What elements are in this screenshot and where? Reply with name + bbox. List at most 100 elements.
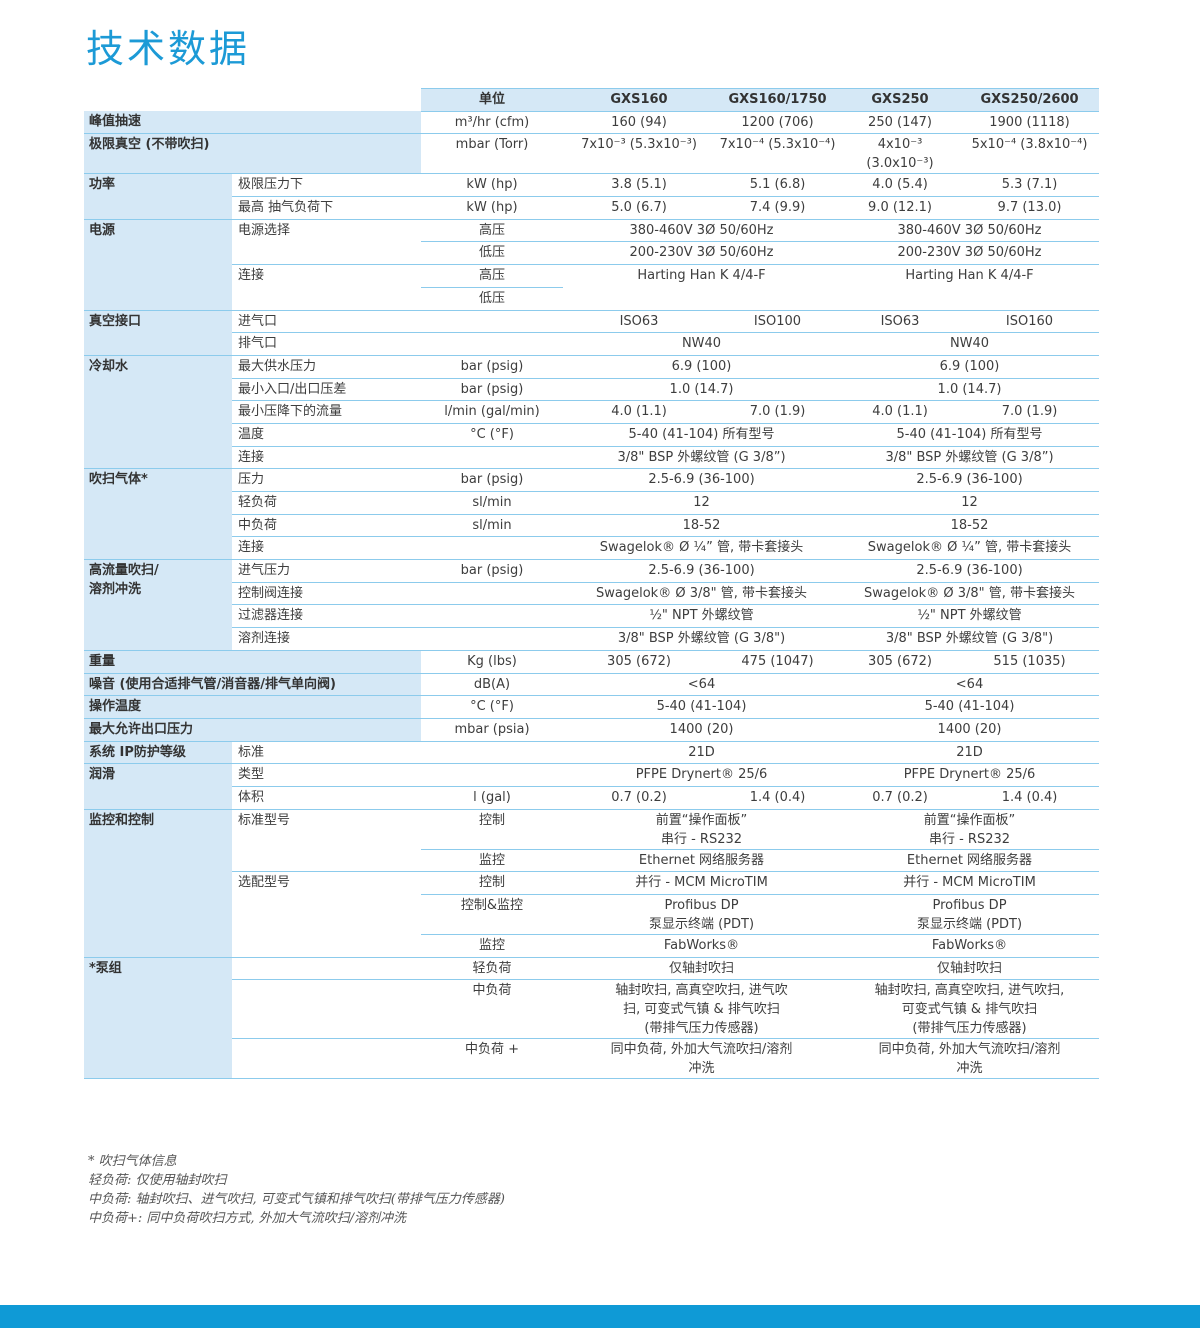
value-cell-model-family: 3/8" BSP 外螺纹管 (G 3/8”) — [563, 446, 840, 470]
table-row: 连接 高压 Harting Han K 4/4-F Harting Han K 4/4… — [84, 264, 1099, 311]
unit-cell: 中负荷 + — [421, 1038, 563, 1080]
value-cell-model-family: NW40 — [563, 332, 840, 356]
value-cell-model-family: 1400 (20) — [840, 718, 1099, 742]
footnote: 中负荷+: 同中负荷吹扫方式, 外加大气流吹扫/溶剂冲洗 — [88, 1211, 407, 1226]
unit-cell: 高压 — [421, 264, 563, 288]
value-cell-model-family: 6.9 (100) — [563, 355, 840, 379]
value-cell: 250 (147) — [840, 111, 960, 135]
table-row: 温度 °C (°F) 5-40 (41-104) 所有型号 5-40 (41-104)… — [84, 423, 1099, 447]
header-row: 单位 GXS160 GXS160/1750 GXS250 GXS250/2600 — [84, 88, 1099, 112]
value-cell: 5x10⁻⁴ (3.8x10⁻⁴) — [960, 133, 1099, 175]
value-cell-model-family: 2.5-6.9 (36-100) — [563, 468, 840, 492]
value-cell: 305 (672) — [563, 650, 715, 674]
sub-label: 轻负荷 — [232, 491, 421, 515]
value-cell-model-family: 1.0 (14.7) — [840, 378, 1099, 402]
table-row: 系统 IP防护等级 标准 21D 21D — [84, 741, 1099, 765]
sub-label — [232, 979, 421, 1040]
sub-label: 体积 — [232, 786, 421, 810]
unit-cell: l (gal) — [421, 786, 563, 810]
footnote: 轻负荷: 仅使用轴封吹扫 — [88, 1173, 227, 1188]
value-cell-model-family: Swagelok® Ø 3/8" 管, 带卡套接头 — [563, 582, 840, 606]
value-cell: 9.7 (13.0) — [960, 196, 1099, 220]
value-cell-model-family: 5-40 (41-104) — [563, 695, 840, 719]
category-label: 真空接口 — [84, 310, 232, 356]
value-cell-model-family: 3/8" BSP 外螺纹管 (G 3/8") — [840, 627, 1099, 651]
value-cell-model-family: Swagelok® Ø ¼” 管, 带卡套接头 — [563, 536, 840, 561]
unit-cell: bar (psig) — [421, 355, 563, 379]
footnotes: * 吹扫气体信息 轻负荷: 仅使用轴封吹扫 中负荷: 轴封吹扫、进气吹扫, 可变… — [88, 1152, 505, 1228]
unit-cell: bar (psig) — [421, 378, 563, 402]
table-row: 最大允许出口压力 mbar (psia) 1400 (20) 1400 (20) — [84, 718, 1099, 742]
sub-label: 过滤器连接 — [232, 604, 421, 629]
value-cell-model-family: 2.5-6.9 (36-100) — [840, 559, 1099, 583]
value-cell: 4.0 (5.4) — [840, 173, 960, 198]
unit-cell: sl/min — [421, 514, 563, 538]
row-label: 最大允许出口压力 — [84, 718, 421, 742]
value-cell-model-family: 21D — [563, 741, 840, 765]
table-row: 最小压降下的流量 l/min (gal/min) 4.0 (1.1) 7.0 (1.9… — [84, 400, 1099, 424]
sub-label: 温度 — [232, 423, 421, 447]
value-cell-model-family: 仅轴封吹扫 — [840, 957, 1099, 981]
category-label: 高流量吹扫/ 溶剂冲洗 — [84, 559, 232, 651]
sub-label: 类型 — [232, 763, 421, 787]
category-label: 吹扫气体* — [84, 468, 232, 561]
table-row: 轻负荷 sl/min 12 12 — [84, 491, 1099, 515]
value-cell: 4.0 (1.1) — [840, 400, 960, 424]
table-row: 中负荷 sl/min 18-52 18-52 — [84, 514, 1099, 538]
value-cell-model-family: Ethernet 网络服务器 — [840, 849, 1099, 873]
value-cell-model-family: 前置“操作面板” 串行 - RS232 — [840, 809, 1099, 850]
page-title: 技术数据 — [86, 27, 251, 71]
value-cell-model-family: 12 — [840, 491, 1099, 515]
technical-data-table: 单位 GXS160 GXS160/1750 GXS250 GXS250/2600… — [84, 88, 1099, 1080]
table-row: 过滤器连接 ½" NPT 外螺纹管 ½" NPT 外螺纹管 — [84, 604, 1099, 629]
value-cell: 7.0 (1.9) — [960, 400, 1099, 424]
sub-label: 标准 — [232, 741, 421, 765]
unit-cell: 控制 — [421, 809, 563, 850]
value-cell: 5.0 (6.7) — [563, 196, 715, 220]
unit-cell: 控制&监控 — [421, 894, 563, 935]
sub-label: 连接 — [232, 264, 421, 311]
value-cell-model-family: 5-40 (41-104) 所有型号 — [840, 423, 1099, 447]
value-cell-model-family: <64 — [563, 673, 840, 697]
sub-label: 选配型号 — [232, 871, 421, 958]
value-cell: 0.7 (0.2) — [563, 786, 715, 810]
value-cell-model-family: Swagelok® Ø ¼” 管, 带卡套接头 — [840, 536, 1099, 561]
value-cell: 9.0 (12.1) — [840, 196, 960, 220]
unit-cell: mbar (Torr) — [421, 133, 563, 175]
sub-label: 压力 — [232, 468, 421, 492]
row-label: 极限真空 (不带吹扫) — [84, 133, 421, 175]
sub-label: 电源选择 — [232, 219, 421, 266]
value-cell-model-family: 并行 - MCM MicroTIM — [840, 871, 1099, 895]
table-row: 中负荷 轴封吹扫, 高真空吹扫, 进气吹 扫, 可变式气镇 & 排气吹扫 (带排气… — [84, 979, 1099, 1040]
unit-cell: bar (psig) — [421, 559, 563, 583]
value-cell-model-family: NW40 — [840, 332, 1099, 356]
table-row: 控制&监控 Profibus DP 泵显示终端 (PDT) Profibus DP … — [84, 894, 1099, 935]
unit-cell — [421, 310, 563, 334]
row-label: 操作温度 — [84, 695, 421, 719]
sub-label: 极限压力下 — [232, 173, 421, 198]
value-cell-model-family: Ethernet 网络服务器 — [563, 849, 840, 873]
value-cell-model-family: 1.0 (14.7) — [563, 378, 840, 402]
value-cell: 3.8 (5.1) — [563, 173, 715, 198]
value-cell: ISO63 — [840, 310, 960, 334]
value-cell-model-family: FabWorks® — [563, 934, 840, 958]
table-row: 监控 FabWorks® FabWorks® — [84, 934, 1099, 958]
value-cell: 4x10⁻³ (3.0x10⁻³) — [840, 133, 960, 175]
value-cell-model-family: 380-460V 3Ø 50/60Hz — [840, 219, 1099, 243]
value-cell-model-family: 18-52 — [840, 514, 1099, 538]
category-label: 冷却水 — [84, 355, 232, 470]
header-model-gxs160-1750: GXS160/1750 — [715, 88, 840, 112]
category-label: 系统 IP防护等级 — [84, 741, 232, 765]
value-cell: 1.4 (0.4) — [715, 786, 840, 810]
table-row: 电源 电源选择 高压 380-460V 3Ø 50/60Hz 380-460V 3Ø 5… — [84, 219, 1099, 311]
unit-cell: 控制 — [421, 871, 563, 895]
sub-label: 中负荷 — [232, 514, 421, 538]
value-cell-model-family: 轴封吹扫, 高真空吹扫, 进气吹 扫, 可变式气镇 & 排气吹扫 (带排气压力传… — [563, 979, 840, 1040]
value-cell: 7x10⁻³ (5.3x10⁻³) — [563, 133, 715, 175]
table-row: 最小入口/出口压差 bar (psig) 1.0 (14.7) 1.0 (14.7) — [84, 378, 1099, 402]
value-cell: 7.4 (9.9) — [715, 196, 840, 220]
unit-cell: 监控 — [421, 849, 563, 873]
table-row: 体积 l (gal) 0.7 (0.2) 1.4 (0.4) 0.7 (0.2) 1.4 … — [84, 786, 1099, 810]
value-cell-model-family: 前置“操作面板” 串行 - RS232 — [563, 809, 840, 850]
value-cell-model-family: Swagelok® Ø 3/8" 管, 带卡套接头 — [840, 582, 1099, 606]
